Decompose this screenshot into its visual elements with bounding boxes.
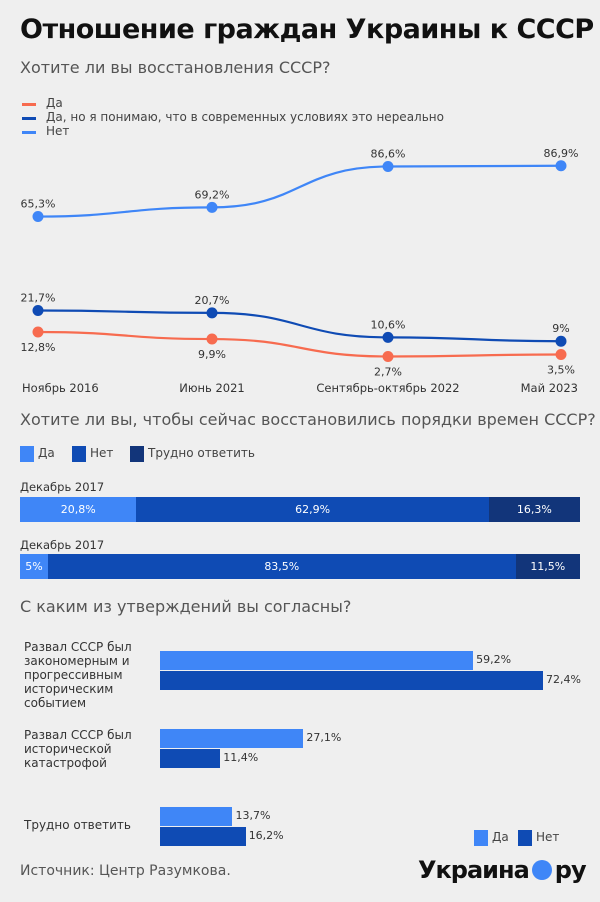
- legend-swatch-da-no: [22, 117, 36, 120]
- row-label: Декабрь 2017: [20, 480, 105, 494]
- bar: [160, 671, 543, 690]
- legend-swatch-net: [518, 830, 532, 846]
- statement-label: Развал СССР был закономерным и прогресси…: [24, 640, 132, 710]
- data-label: 9,9%: [198, 348, 226, 361]
- bar-segment: 5%: [20, 554, 48, 579]
- bar-value-label: 27,1%: [306, 731, 342, 744]
- logo-dot-icon: [531, 860, 552, 880]
- x-tick-label: Июнь 2021: [179, 381, 245, 395]
- legend-label: Да, но я понимаю, что в современных усло…: [46, 110, 444, 124]
- data-point: [206, 307, 218, 319]
- series-line: [37, 330, 562, 358]
- data-label: 65,3%: [21, 198, 56, 211]
- x-tick-label: Ноябрь 2016: [22, 381, 99, 395]
- data-point: [382, 331, 394, 343]
- data-point: [555, 349, 567, 361]
- bar: [160, 749, 221, 768]
- legend-label: Да: [38, 446, 55, 460]
- page-title: Отношение граждан Украины к СССР: [20, 14, 594, 45]
- stacked-chart-title: Хотите ли вы, чтобы сейчас восстановилис…: [20, 410, 596, 429]
- row-label: Декабрь 2017: [20, 538, 105, 552]
- legend-swatch-da: [474, 830, 488, 846]
- bar-value-label: 11,4%: [223, 751, 259, 764]
- statement-label: Развал СССР был исторической катастрофой: [24, 728, 132, 770]
- bar-value-label: 16,2%: [248, 829, 284, 842]
- legend-swatch-da: [22, 103, 36, 106]
- legend-label: Нет: [90, 446, 114, 460]
- data-point: [555, 160, 567, 172]
- bar-segment: 62,9%: [136, 497, 489, 522]
- data-label: 20,7%: [195, 294, 230, 307]
- legend-swatch-net: [72, 446, 86, 462]
- data-point: [206, 201, 218, 213]
- data-point: [382, 350, 394, 362]
- bar-segment: 16,3%: [488, 497, 580, 522]
- stacked-bar: 20,8% 62,9% 16,3%: [20, 497, 580, 522]
- bar: [160, 827, 246, 846]
- x-tick-label: Май 2023: [521, 381, 578, 395]
- logo: Украина ру: [418, 856, 587, 884]
- bar-segment: 83,5%: [48, 554, 516, 579]
- bar-value-label: 13,7%: [235, 809, 271, 822]
- bar: [160, 729, 304, 748]
- x-tick-label: Сентябрь-октябрь 2022: [316, 381, 459, 395]
- data-label: 3,5%: [547, 364, 575, 377]
- data-point: [382, 160, 394, 172]
- stacked-bar: 5% 83,5% 11,5%: [20, 554, 580, 579]
- bar: [160, 651, 474, 670]
- legend-label: Нет: [536, 830, 560, 844]
- segment-label: 11,5%: [530, 560, 566, 573]
- data-label: 86,9%: [544, 147, 579, 160]
- data-label: 86,6%: [371, 147, 406, 160]
- data-label: 9%: [552, 322, 569, 335]
- bar: [160, 807, 233, 826]
- data-label: 69,2%: [195, 188, 230, 201]
- data-label: 10,6%: [371, 318, 406, 331]
- data-point: [32, 304, 44, 316]
- data-point: [555, 335, 567, 347]
- data-label: 12,8%: [21, 341, 56, 354]
- segment-label: 83,5%: [264, 560, 300, 573]
- legend-label: Нет: [46, 124, 70, 138]
- legend-label: Трудно ответить: [148, 446, 255, 460]
- segment-label: 16,3%: [516, 503, 552, 516]
- grouped-chart-title: С каким из утверждений вы согласны?: [20, 597, 352, 616]
- bar-segment: 20,8%: [20, 497, 137, 522]
- bar-value-label: 72,4%: [545, 673, 581, 686]
- data-point: [32, 326, 44, 338]
- statement-label: Трудно ответить: [24, 818, 131, 832]
- logo-text: ру: [554, 856, 587, 884]
- legend-label: Да: [46, 96, 63, 110]
- bar-value-label: 59,2%: [476, 653, 512, 666]
- legend-swatch-da: [20, 446, 34, 462]
- source-note: Источник: Центр Разумкова.: [20, 863, 231, 879]
- legend-swatch-net: [22, 131, 36, 134]
- legend-swatch-hard: [130, 446, 144, 462]
- segment-label: 5%: [25, 560, 43, 573]
- series-line: [37, 164, 562, 218]
- legend-label: Да: [492, 830, 509, 844]
- data-point: [32, 211, 44, 223]
- logo-text: Украина: [418, 856, 530, 884]
- data-label: 2,7%: [374, 365, 402, 378]
- data-label: 21,7%: [21, 291, 56, 304]
- segment-label: 62,9%: [295, 503, 331, 516]
- bar-segment: 11,5%: [515, 554, 580, 579]
- data-point: [206, 333, 218, 345]
- line-chart-title: Хотите ли вы восстановления СССР?: [20, 58, 331, 77]
- series-line: [37, 309, 562, 343]
- line-chart: 12,8% 9,9% 2,7% 3,5% 21,7% 20,7% 10,6% 9% 65,3% 6…: [21, 147, 579, 395]
- segment-label: 20,8%: [60, 503, 96, 516]
